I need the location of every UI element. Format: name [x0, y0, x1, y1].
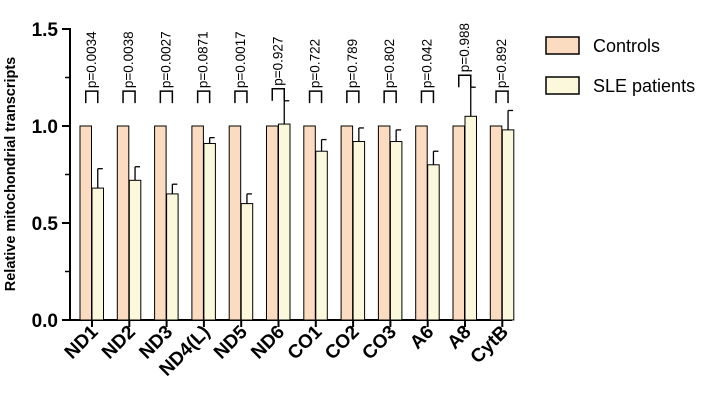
p-value-label: p=0.892: [494, 39, 509, 88]
p-value-label: p=0.0027: [158, 31, 173, 88]
bar-sle-nd3: [166, 193, 179, 321]
bar-sle-a8: [464, 115, 477, 321]
significance-bracket: [159, 90, 174, 104]
significance-bracket: [122, 90, 136, 104]
significance-bracket: [271, 88, 285, 101]
bar-controls-nd6: [266, 125, 279, 321]
significance-bracket: [85, 90, 99, 104]
y-tick-label: 0.0: [32, 311, 58, 332]
bar-controls-nd2: [116, 125, 130, 321]
x-tick-label: CytB: [467, 322, 513, 368]
p-value-label: p=0.0038: [121, 31, 136, 88]
bar-sle-nd4l: [203, 142, 216, 321]
x-tick-label: A6: [406, 322, 438, 354]
bar-sle-nd2: [128, 179, 142, 321]
legend: Controls SLE patients: [545, 36, 695, 96]
x-tick-label: ND5: [210, 321, 252, 363]
bar-controls-nd1: [79, 125, 92, 321]
p-value-label: p=0.0034: [84, 31, 99, 88]
bar-controls-nd5: [228, 125, 242, 321]
bar-controls-co3: [377, 125, 391, 321]
x-tick-label: CO2: [321, 322, 363, 364]
x-tick-label: ND2: [98, 322, 140, 364]
bar-controls-nd3: [154, 125, 167, 321]
significance-bracket: [420, 90, 435, 104]
bar-sle-nd5: [240, 203, 254, 321]
significance-bracket: [458, 74, 472, 88]
y-tick-label: 0.5: [32, 214, 59, 235]
bar-sle-co3: [389, 141, 403, 321]
bar-controls-co1: [303, 125, 316, 321]
p-value-label: p=0.722: [308, 39, 323, 88]
bar-controls-cytb: [489, 125, 503, 321]
bar-sle-nd1: [91, 187, 104, 321]
p-value-label: p=0.802: [382, 39, 397, 88]
p-value-label: p=0.988: [457, 23, 472, 72]
bar-sle-nd6: [278, 123, 291, 321]
bar-sle-co1: [315, 150, 328, 321]
legend-label: SLE patients: [593, 76, 695, 96]
legend-swatch-controls: [545, 36, 580, 55]
bar-controls-nd4l: [191, 125, 204, 321]
bars: [79, 74, 515, 321]
x-tick-label: CO1: [284, 321, 327, 364]
p-value-label: p=0.0017: [233, 31, 248, 88]
significance-bracket: [346, 90, 360, 104]
bar-controls-a6: [415, 125, 428, 321]
bar-controls-a8: [452, 125, 465, 321]
p-value-label: p=0.042: [419, 39, 434, 88]
significance-bracket: [383, 90, 397, 104]
significance-bracket: [196, 90, 211, 104]
bar-sle-co2: [352, 141, 366, 321]
bar-sle-cytb: [501, 129, 515, 321]
y-axis-label: Relative mitochondrial transcripts: [3, 57, 19, 291]
significance-bracket: [234, 90, 248, 104]
p-value-label: p=0.927: [270, 37, 285, 86]
legend-label: Controls: [593, 36, 660, 56]
p-value-label: p=0.789: [345, 39, 360, 88]
legend-swatch-sle-patients: [545, 76, 580, 95]
bar-controls-co2: [340, 125, 354, 321]
x-tick-label: CO3: [358, 322, 400, 364]
p-value-label: p=0.0871: [196, 31, 211, 88]
y-tick-label: 1.5: [32, 20, 59, 41]
significance-bracket: [308, 90, 323, 104]
bar-sle-a6: [427, 164, 440, 321]
x-tick-label: ND1: [61, 321, 103, 363]
x-tick-label: ND6: [247, 322, 289, 364]
y-tick-label: 1.0: [32, 117, 58, 138]
significance-bracket: [495, 90, 509, 104]
